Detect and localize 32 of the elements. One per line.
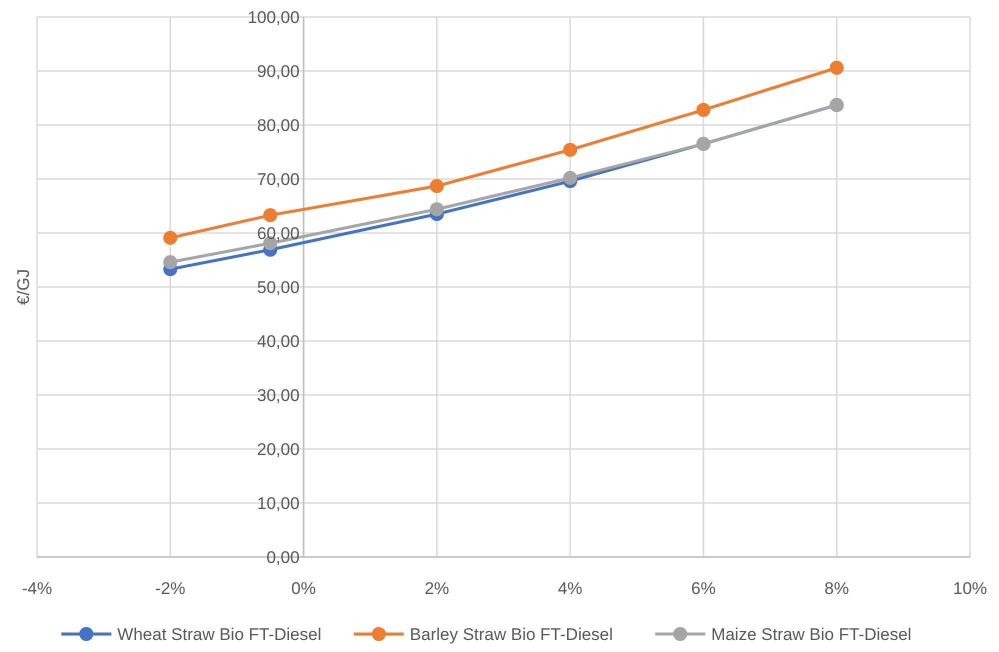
- point: [263, 208, 278, 222]
- y-tick-label: 10,00: [257, 494, 300, 513]
- point: [430, 179, 444, 194]
- x-tick-label: 6%: [691, 578, 716, 598]
- x-tick-label: -2%: [155, 578, 186, 598]
- legend-label: Wheat Straw Bio FT-Diesel: [117, 624, 322, 644]
- x-tick-label: 0%: [291, 578, 316, 598]
- x-tick-label: 10%: [952, 578, 988, 598]
- x-tick-label: 8%: [824, 578, 850, 598]
- x-tick-label: 4%: [558, 578, 582, 598]
- y-tick-label: 40,00: [257, 332, 300, 351]
- point: [696, 102, 710, 117]
- legend-label: Barley Straw Bio FT-Diesel: [410, 624, 613, 644]
- y-tick-label: 70,00: [257, 170, 300, 189]
- point: [563, 142, 578, 157]
- y-tick-label: 80,00: [257, 116, 300, 135]
- legend-label: Maize Straw Bio FT-Diesel: [711, 624, 912, 644]
- point: [430, 202, 444, 216]
- y-tick-label: 30,00: [257, 386, 300, 405]
- y-tick-label: 20,00: [257, 440, 300, 459]
- y-tick-label: 50,00: [257, 278, 300, 297]
- y-axis-title: €/GJ: [14, 269, 33, 305]
- point: [163, 230, 178, 245]
- point: [830, 60, 844, 75]
- x-tick-label: 2%: [424, 578, 450, 598]
- y-tick-label: 60,00: [257, 224, 300, 243]
- point: [563, 170, 578, 185]
- y-tick-label: 90,00: [257, 62, 300, 81]
- point: [163, 255, 178, 270]
- x-tick-label: -4%: [22, 578, 52, 598]
- y-tick-label: 0,00: [266, 548, 300, 567]
- y-tick-label: 100,00: [248, 8, 300, 27]
